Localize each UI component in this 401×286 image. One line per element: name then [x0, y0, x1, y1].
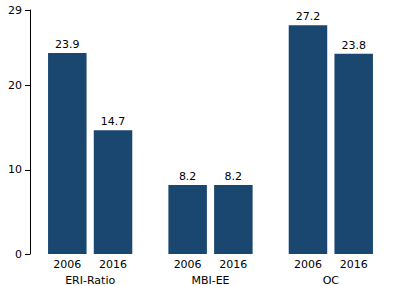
- svg-text:29: 29: [8, 4, 22, 17]
- svg-text:8.2: 8.2: [179, 170, 197, 183]
- svg-text:OC: OC: [323, 274, 340, 286]
- svg-text:2006: 2006: [294, 258, 322, 271]
- svg-text:23.8: 23.8: [341, 39, 366, 52]
- svg-text:2016: 2016: [99, 258, 127, 271]
- svg-text:10: 10: [8, 163, 22, 176]
- svg-text:2006: 2006: [174, 258, 202, 271]
- svg-text:2016: 2016: [219, 258, 247, 271]
- svg-text:23.9: 23.9: [55, 38, 80, 51]
- svg-text:2006: 2006: [53, 258, 81, 271]
- svg-text:20: 20: [8, 79, 22, 92]
- svg-text:MBI-EE: MBI-EE: [191, 274, 229, 286]
- svg-text:14.7: 14.7: [101, 115, 126, 128]
- svg-text:2016: 2016: [340, 258, 368, 271]
- svg-text:ERI-Ratio: ERI-Ratio: [65, 274, 115, 286]
- svg-text:0: 0: [15, 248, 22, 261]
- svg-text:8.2: 8.2: [225, 170, 243, 183]
- svg-text:27.2: 27.2: [296, 10, 321, 23]
